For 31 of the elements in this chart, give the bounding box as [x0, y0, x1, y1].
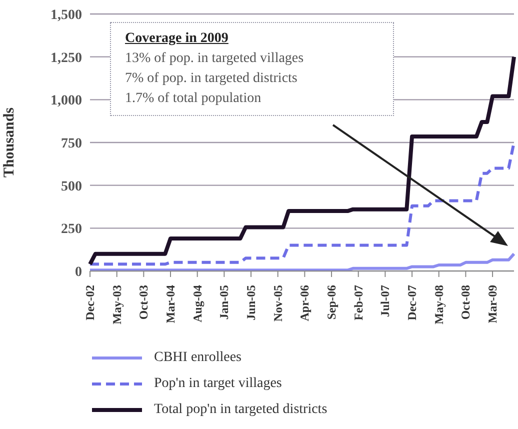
- annotation: 1.7% of total population: [125, 90, 262, 108]
- y-tick-label: 1,000: [50, 94, 82, 109]
- y-tick-label: 750: [61, 136, 82, 152]
- y-tick-label: 0: [75, 264, 82, 280]
- x-tick-label: Jan-05: [217, 285, 232, 320]
- annotation: 7% of pop. in targeted districts: [125, 70, 298, 88]
- x-tick-label: Mar-04: [164, 285, 178, 324]
- x-tick-label: May-03: [110, 285, 124, 324]
- x-tick-label: Apr-06: [298, 285, 312, 322]
- y-axis-title: Thousands: [1, 107, 18, 178]
- x-tick-label: Aug-04: [190, 285, 204, 322]
- legend-label: Pop'n in target villages: [154, 376, 282, 392]
- annotation: 13% of pop. in targeted villages: [125, 50, 305, 68]
- x-tick-label: Jun-05: [244, 285, 258, 320]
- y-tick-label: 1,500: [50, 8, 82, 23]
- x-tick-label: Nov-05: [270, 285, 285, 322]
- annotation: Coverage in 2009: [125, 30, 230, 48]
- x-tick-label: Dec-02: [83, 285, 97, 320]
- x-tick-label: Mar-09: [486, 285, 500, 324]
- y-tick-label: 500: [61, 179, 82, 194]
- x-tick-label: Feb-07: [351, 285, 366, 320]
- x-tick-label: Jul-07: [378, 285, 392, 318]
- x-tick-label: Sep-06: [324, 285, 339, 320]
- y-tick-label: 250: [61, 222, 82, 238]
- y-tick-label: 1,250: [50, 50, 82, 66]
- x-tick-label: Oct-08: [458, 285, 473, 320]
- x-tick-label: Oct-03: [136, 285, 151, 320]
- x-tick-label: May-08: [432, 285, 446, 324]
- legend-label: CBHI enrollees: [154, 350, 242, 366]
- legend-label: Total pop'n in targeted districts: [154, 402, 328, 418]
- x-tick-label: Dec-07: [405, 285, 420, 320]
